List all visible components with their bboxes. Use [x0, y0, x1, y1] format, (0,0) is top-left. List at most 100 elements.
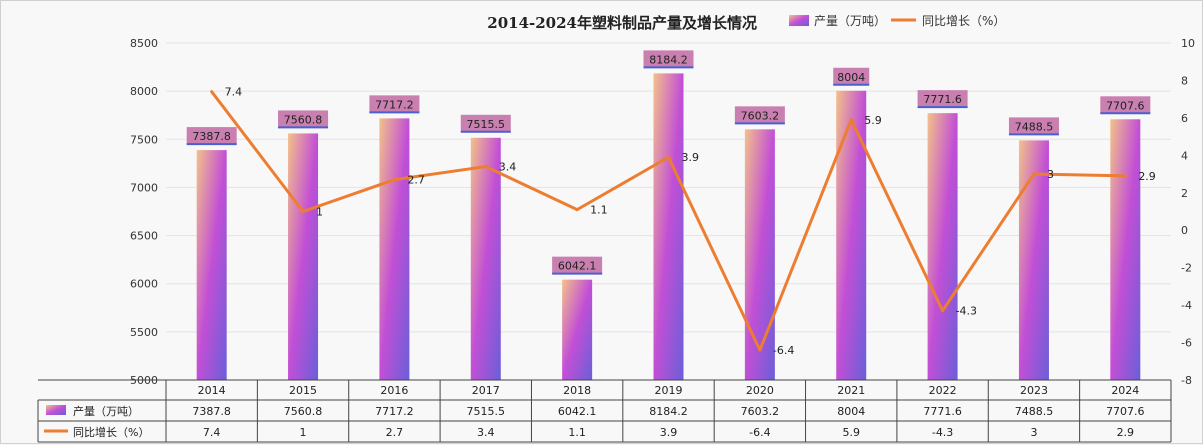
- y2-tick-label: 8: [1181, 74, 1188, 87]
- y-tick-label: 7500: [130, 133, 158, 146]
- bar-label-bg: [369, 95, 420, 113]
- table-line-value: 2.9: [1117, 426, 1135, 439]
- table-line-value: 3: [1030, 426, 1037, 439]
- bar-data-label: 7387.8: [192, 130, 231, 143]
- line-data-label: -6.4: [773, 344, 794, 357]
- line-data-label: 2.9: [1138, 170, 1156, 183]
- bar: [653, 73, 684, 380]
- x-category-label: 2015: [289, 384, 317, 397]
- table-bar-value: 7488.5: [1015, 405, 1054, 418]
- y2-tick-label: 0: [1181, 224, 1188, 237]
- bar-data-label: 7488.5: [1015, 120, 1054, 133]
- line-data-label: 2.7: [407, 174, 425, 187]
- table-bar-series-name: 产量（万吨）: [73, 404, 139, 418]
- bar: [470, 137, 501, 380]
- y2-tick-label: -6: [1181, 337, 1192, 350]
- table-line-value: 2.7: [386, 426, 404, 439]
- bar: [196, 150, 227, 380]
- table-bar-value: 7560.8: [284, 405, 323, 418]
- table-line-value: 1: [300, 426, 307, 439]
- line-point: [667, 155, 670, 159]
- line-point: [1123, 174, 1127, 178]
- table-line-value: -6.4: [749, 426, 770, 439]
- chart-title: 2014-2024年塑料制品产量及增长情况: [487, 14, 757, 32]
- table-line-value: 5.9: [842, 426, 860, 439]
- y-tick-label: 7000: [130, 181, 158, 194]
- bar: [1110, 119, 1141, 380]
- line-data-label: 5.9: [864, 114, 882, 127]
- line-point: [941, 309, 945, 313]
- y2-tick-label: 4: [1181, 149, 1188, 162]
- bar: [288, 133, 319, 380]
- x-category-label: 2019: [655, 384, 683, 397]
- legend-line-label: 同比增长（%）: [922, 14, 1005, 28]
- line-point: [575, 208, 579, 212]
- bar-label-bg: [278, 110, 329, 128]
- table-bar-value: 8184.2: [649, 405, 688, 418]
- line-point: [758, 348, 762, 352]
- legend-bar-swatch: [789, 15, 809, 26]
- bar-label-bg: [734, 106, 785, 124]
- bar-data-label: 7771.6: [923, 93, 962, 106]
- bar-label-bg: [1100, 96, 1151, 114]
- table-line-value: 3.9: [660, 426, 678, 439]
- table-bar-value: 6042.1: [558, 405, 597, 418]
- table-line-series-name: 同比增长（%）: [73, 425, 149, 439]
- bar-data-label: 8004: [837, 71, 865, 84]
- table-bar-value: 7603.2: [741, 405, 780, 418]
- line-data-label: 3.4: [499, 161, 516, 174]
- bar-data-label: 8184.2: [649, 53, 688, 66]
- table-line-value: 7.4: [203, 426, 221, 439]
- x-category-label: 2022: [929, 384, 957, 397]
- bar-label-bg: [643, 50, 694, 68]
- bar-data-label: 7603.2: [741, 109, 780, 122]
- line-point: [484, 165, 488, 169]
- x-category-label: 2020: [746, 384, 774, 397]
- y2-tick-label: -8: [1181, 374, 1192, 387]
- y2-tick-label: 10: [1181, 37, 1195, 50]
- line-data-label: 3.9: [682, 151, 700, 164]
- x-category-label: 2018: [563, 384, 591, 397]
- bar-label-bg: [917, 90, 968, 108]
- bar: [836, 90, 867, 380]
- legend: 产量（万吨） 同比增长（%）: [789, 14, 1005, 28]
- y-tick-label: 6000: [130, 278, 158, 291]
- table-bar-value: 8004: [837, 405, 865, 418]
- table-line-value: 3.4: [477, 426, 495, 439]
- table-bar-swatch: [46, 405, 66, 415]
- bar-data-label: 7515.5: [467, 118, 506, 131]
- table-bar-value: 7387.8: [192, 405, 231, 418]
- y2-tick-label: -2: [1181, 262, 1192, 275]
- x-category-label: 2023: [1020, 384, 1048, 397]
- table-line-value: -4.3: [932, 426, 953, 439]
- y-tick-label: 5500: [130, 326, 158, 339]
- y2-tick-label: 2: [1181, 187, 1188, 200]
- bar: [562, 279, 593, 380]
- bar-label-bg: [1008, 117, 1059, 135]
- line-point: [1032, 172, 1036, 176]
- legend-bar-label: 产量（万吨）: [814, 14, 886, 28]
- line-data-label: 7.4: [225, 86, 243, 99]
- table-bar-value: 7771.6: [923, 405, 962, 418]
- bar-data-label: 7560.8: [284, 113, 323, 126]
- y-tick-label: 8500: [130, 37, 158, 50]
- y2-tick-label: 6: [1181, 112, 1188, 125]
- line-point: [849, 118, 853, 122]
- bar-label-bg: [460, 114, 511, 132]
- line-data-label: 1: [316, 206, 323, 219]
- table-bar-value: 7515.5: [467, 405, 506, 418]
- bar: [1018, 140, 1049, 380]
- bar-data-label: 6042.1: [558, 260, 597, 273]
- y2-tick-label: -4: [1181, 299, 1192, 312]
- bar-label-bg: [833, 67, 870, 85]
- line-data-label: -4.3: [956, 305, 977, 318]
- y-tick-label: 8000: [130, 85, 158, 98]
- x-category-label: 2024: [1111, 384, 1139, 397]
- line-point: [301, 210, 305, 213]
- table-line-value: 1.1: [568, 426, 586, 439]
- line-data-label: 1.1: [590, 204, 608, 217]
- bar-label-bg: [552, 256, 603, 274]
- x-category-label: 2016: [380, 384, 408, 397]
